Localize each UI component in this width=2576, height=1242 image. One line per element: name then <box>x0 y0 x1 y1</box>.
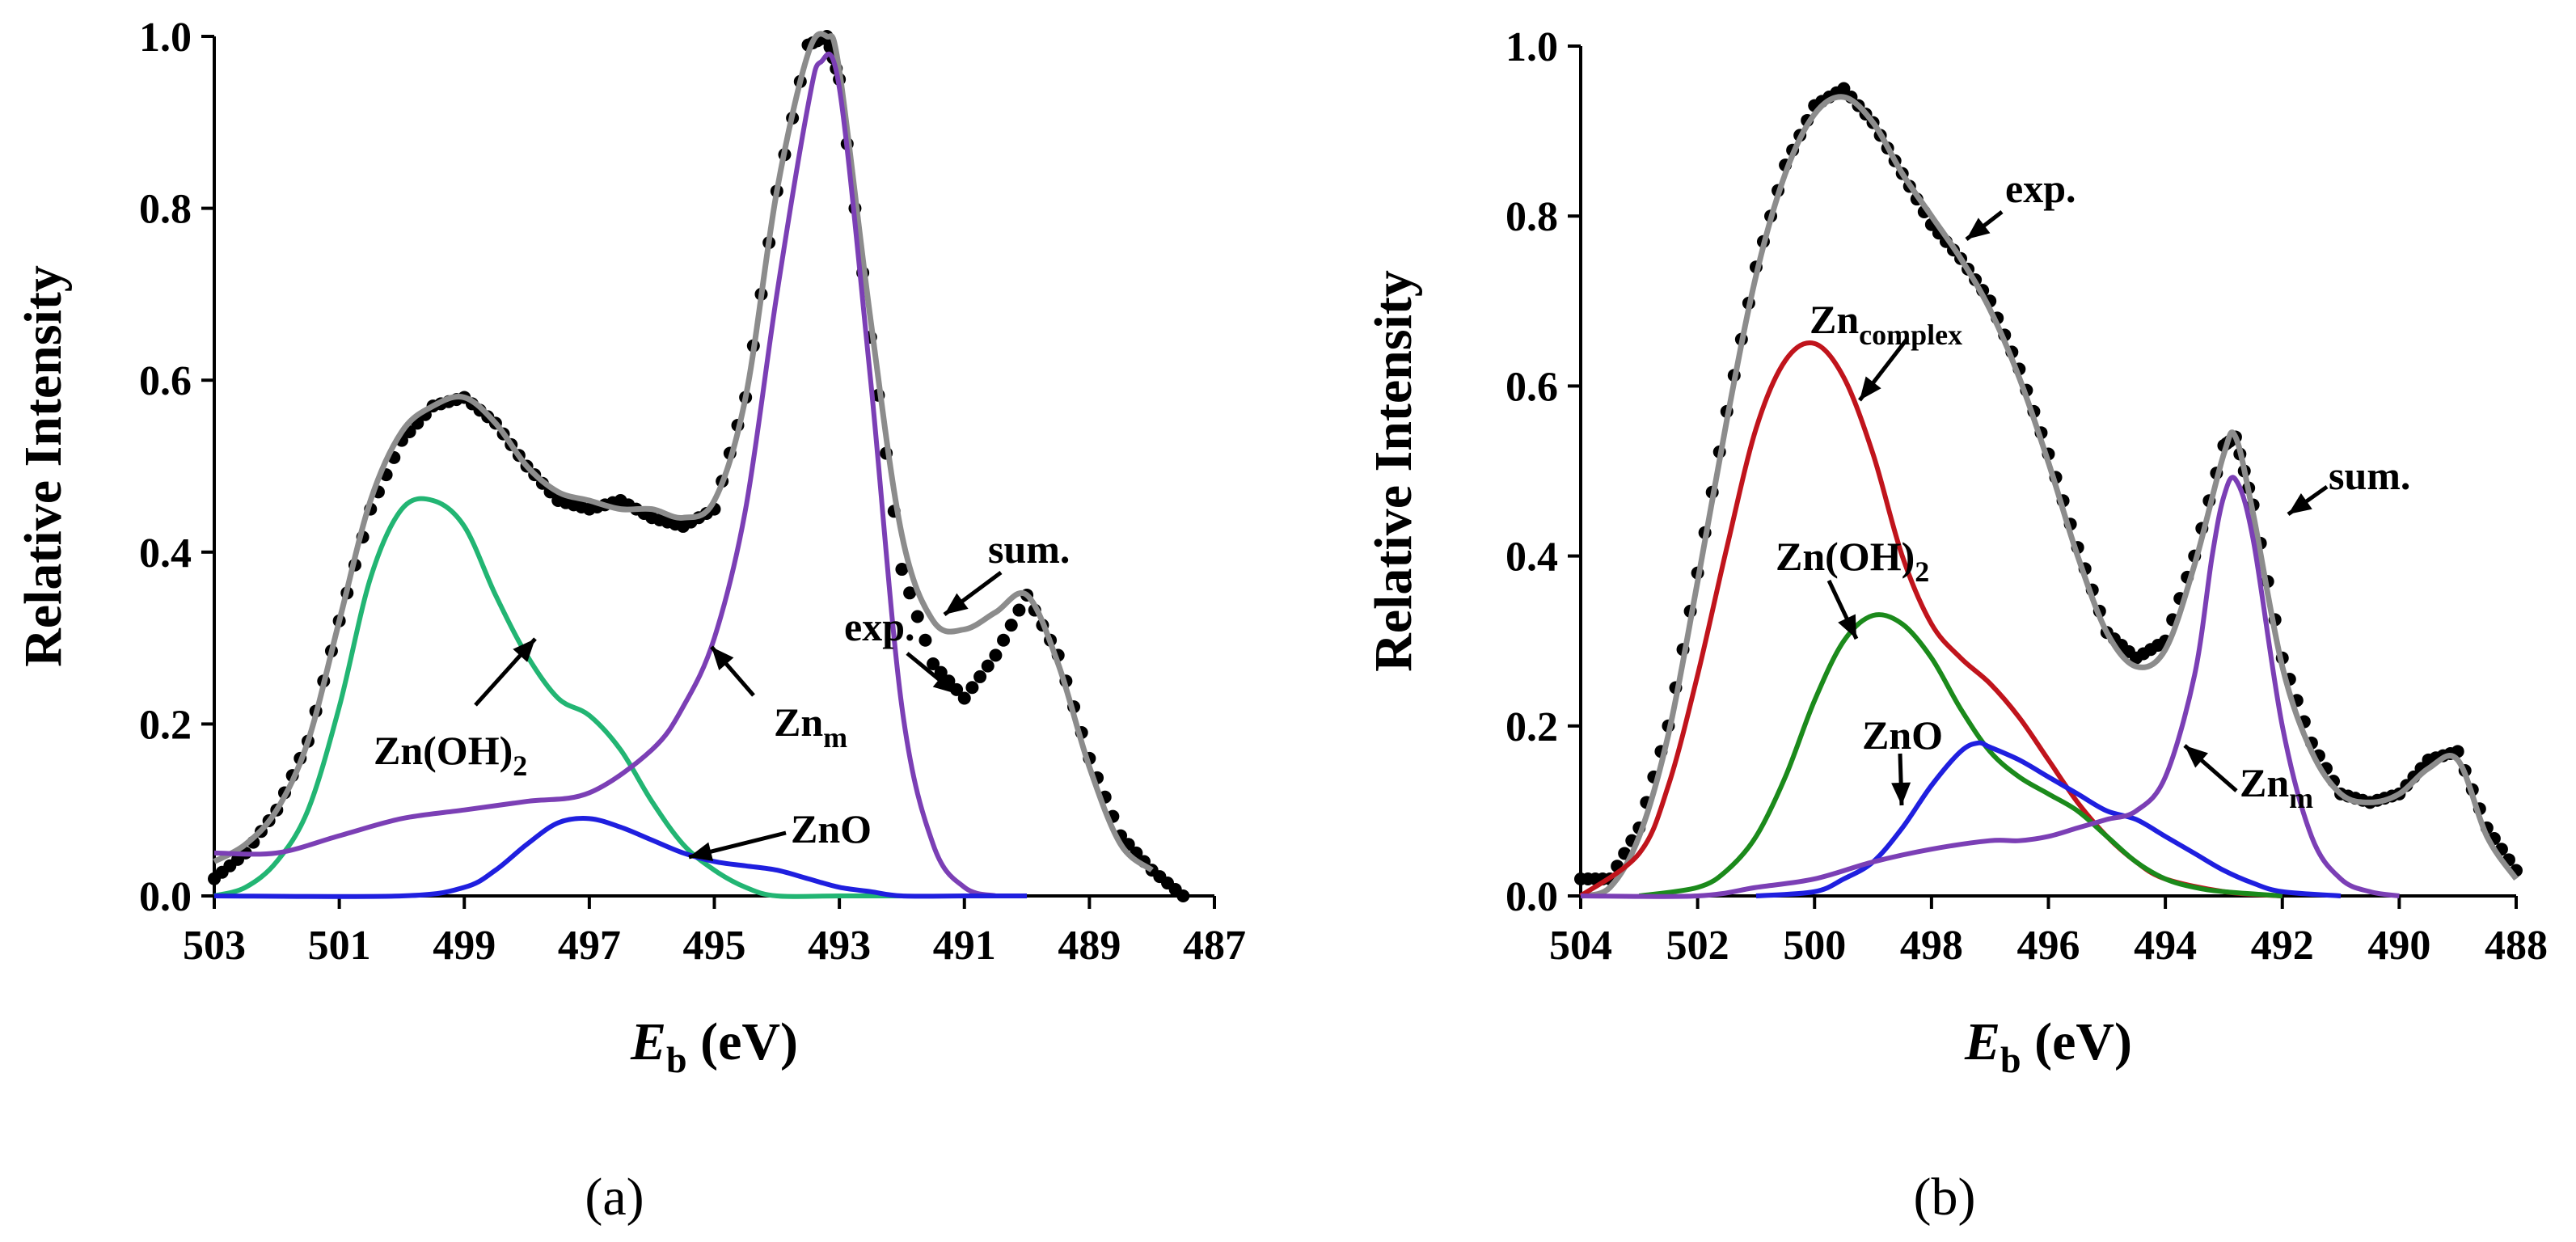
panel-b-y-tick-label: 0.2 <box>1505 704 1558 750</box>
panel-b-label: (b) <box>1914 1168 1976 1227</box>
panel-a-x-tick-label: 497 <box>558 923 621 969</box>
panel-a-y-tick-label: 0.6 <box>139 358 192 404</box>
panel-a-label: (a) <box>585 1168 644 1227</box>
panel-b-series-sum <box>1580 94 2519 899</box>
panel-a-x-axis-label: Eb (eV) <box>630 1012 798 1080</box>
panel-b-x-tick-label: 490 <box>2367 923 2430 969</box>
panel-b-y-tick-label: 0.4 <box>1505 534 1558 581</box>
panel-b-y-tick-label: 0.8 <box>1505 194 1558 240</box>
panel-a-series-exp-point <box>927 657 940 670</box>
panel-a-annotation-zno-arrow-head <box>689 842 714 861</box>
panel-a-series-zno <box>213 816 1028 899</box>
panel-b-y-tick-label: 0.0 <box>1505 874 1558 920</box>
panel-a-series-exp-point <box>981 659 995 673</box>
panel-b: (b) 504 502 500 498 496 494 492 490 488 0.0 0.2 0.4… <box>1364 24 2548 1227</box>
panel-a-series-exp-point <box>957 691 971 705</box>
panel-b-x-tick-label: 494 <box>2134 923 2197 969</box>
panel-b-annotation-exp: exp. <box>2005 166 2076 211</box>
panel-a-x-tick-label: 489 <box>1058 923 1121 969</box>
panel-a-annotation-sum-arrow-head <box>944 593 969 615</box>
panel-a-annotation-exp: exp. <box>844 604 915 649</box>
panel-a: (a) 503 501 499 497 495 493 491 489 487 0.0 0.2 0.4… <box>14 15 1246 1227</box>
panel-b-x-tick-label: 504 <box>1549 923 1612 969</box>
panel-a-y-tick-label: 0.0 <box>139 874 192 920</box>
panel-b-annotation-zno-arrow-head <box>1891 782 1911 805</box>
panel-a-y-axis-label: Relative Intensity <box>14 265 73 667</box>
panel-b-x-tick-label: 492 <box>2251 923 2314 969</box>
panel-a-series-exp <box>208 30 1190 902</box>
panel-a-series-exp-point <box>1004 619 1018 632</box>
panel-a-annotation-zn-oh-2: Zn(OH)2 <box>374 728 527 782</box>
panel-b-x-tick-label: 488 <box>2485 923 2548 969</box>
panel-b-annotation-znm: Znm <box>2240 760 2313 814</box>
panel-b-x-tick-label: 496 <box>2017 923 2080 969</box>
panel-a-series-zn-oh-2 <box>213 496 902 899</box>
panel-a-annotation-exp-arrow-head <box>932 671 956 694</box>
panel-a-annotation-zn-oh-2-arrow-head <box>513 639 535 662</box>
panel-a-x-tick-label: 495 <box>683 923 746 969</box>
panel-a-x-tick-label: 491 <box>933 923 996 969</box>
panel-b-y-tick-label: 1.0 <box>1505 24 1558 70</box>
panel-a-y-tick-label: 1.0 <box>139 15 192 61</box>
panel-b-x-tick-label: 502 <box>1666 923 1729 969</box>
panel-a-series-exp-point <box>1012 603 1026 617</box>
panel-a-x-tick-label: 487 <box>1183 923 1246 969</box>
panel-a-series-zn-m <box>213 52 997 898</box>
panel-b-annotation-zncomplex-arrow-head <box>1860 376 1881 400</box>
panel-b-y-tick-label: 0.6 <box>1505 364 1558 410</box>
panel-b-annotation-exp-arrow-head <box>1966 218 1991 239</box>
panel-a-series-exp-point <box>973 670 987 683</box>
panel-a-y-tick-label: 0.4 <box>139 530 192 577</box>
panel-a-series-exp-point <box>910 610 924 623</box>
panel-a-annotation-zno: ZnO <box>791 806 872 851</box>
panel-a-series-sum <box>213 31 1154 872</box>
panel-b-annotation-zn-oh-2: Zn(OH)2 <box>1776 534 1929 588</box>
panel-b-x-tick-label: 500 <box>1783 923 1846 969</box>
panel-a-annotation-sum: sum. <box>988 526 1070 572</box>
panel-a-y-tick-label: 0.8 <box>139 187 192 233</box>
panel-a-series-exp-point <box>965 681 979 695</box>
panel-a-series-exp-point <box>918 633 932 647</box>
panel-b-annotation-sum-arrow-head <box>2288 493 2312 514</box>
panel-b-annotation-sum: sum. <box>2329 453 2410 498</box>
panel-a-x-tick-label: 501 <box>308 923 371 969</box>
panel-a-y-tick-label: 0.2 <box>139 702 192 748</box>
panel-a-series-exp-point <box>989 648 1003 662</box>
panel-a-x-tick-label: 499 <box>433 923 496 969</box>
panel-b-annotation-zno: ZnO <box>1862 712 1943 758</box>
panel-b-series-zn-m <box>1580 475 2400 899</box>
panel-b-y-axis-label: Relative Intensity <box>1364 270 1423 672</box>
panel-a-series-exp-point <box>895 563 909 577</box>
panel-a-x-tick-label: 503 <box>183 923 246 969</box>
panel-b-x-axis-label: Eb (eV) <box>1964 1012 2132 1080</box>
panel-b-annotation-zncomplex: Zncomplex <box>1810 297 1962 351</box>
panel-a-x-tick-label: 493 <box>808 923 871 969</box>
panel-a-annotation-znm: Znm <box>774 699 847 754</box>
panel-b-series-zn-oh-2 <box>1638 612 2283 898</box>
panel-a-annotation-znm-arrow-head <box>712 647 734 671</box>
panel-a-series-exp-point <box>903 586 917 600</box>
panel-b-annotation-zn-oh-2-arrow-head <box>1838 614 1856 639</box>
panel-a-series-exp-point <box>997 633 1011 647</box>
panel-b-x-tick-label: 498 <box>1900 923 1963 969</box>
panel-b-series-exp-point <box>1837 82 1851 95</box>
panel-a-series-exp-point <box>1176 889 1190 902</box>
panel-b-annotation-znm-arrow-head <box>2185 746 2208 768</box>
